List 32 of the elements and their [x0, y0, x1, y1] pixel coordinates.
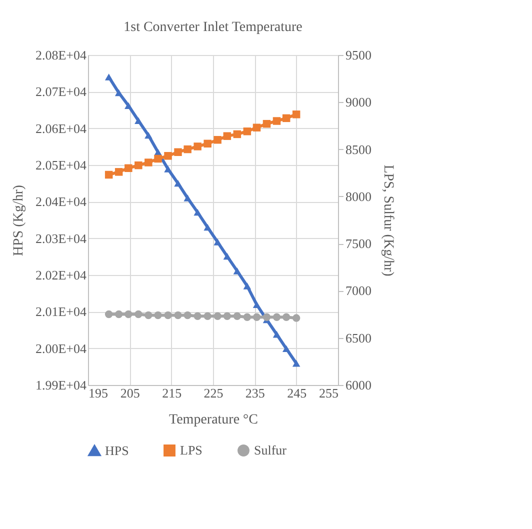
y2-tick-label: 9000	[346, 94, 372, 110]
y-tick-label: 2.00E+04	[35, 340, 87, 356]
y2-tick-label: 6000	[346, 378, 372, 392]
y-tick-label: 2.05E+04	[35, 158, 87, 172]
y2-tick-label: 8000	[346, 188, 372, 204]
y-tick-label: 2.07E+04	[35, 84, 87, 100]
x-tick-label: 195	[88, 386, 108, 400]
x-tick-label: 205	[120, 386, 140, 400]
y2-tick-label: 7500	[346, 236, 372, 252]
y2-axis-title: LPS, Sulfur (Kg/hr)	[380, 164, 396, 277]
y-tick-label: 2.06E+04	[35, 120, 87, 136]
y2-tick-label: 8500	[346, 142, 372, 157]
y-tick-label: 2.04E+04	[35, 194, 87, 210]
y-tick-label: 2.03E+04	[35, 230, 87, 246]
x-tick-label: 255	[319, 386, 338, 400]
x-tick-label: 225	[204, 386, 224, 400]
chart-title: 1st Converter Inlet Temperature	[124, 20, 302, 35]
x-axis-title: Temperature °C	[169, 412, 258, 428]
y2-tick-label: 9500	[346, 48, 372, 62]
x-tick-label: 215	[162, 386, 182, 400]
legend-label: Sulfur	[254, 442, 288, 458]
y-tick-label: 2.08E+04	[35, 48, 87, 62]
legend-label: LPS	[180, 442, 202, 458]
y-tick-label: 2.01E+04	[35, 304, 87, 320]
x-tick-label: 245	[287, 386, 307, 400]
y-tick-label: 2.02E+04	[35, 268, 87, 282]
y-tick-label: 1.99E+04	[35, 378, 87, 392]
y-axis-title: HPS (Kg/hr)	[11, 184, 26, 256]
y2-tick-label: 7000	[346, 283, 372, 298]
x-tick-label: 235	[245, 386, 265, 400]
legend-label: HPS	[105, 442, 129, 458]
y2-tick-label: 6500	[346, 330, 372, 346]
